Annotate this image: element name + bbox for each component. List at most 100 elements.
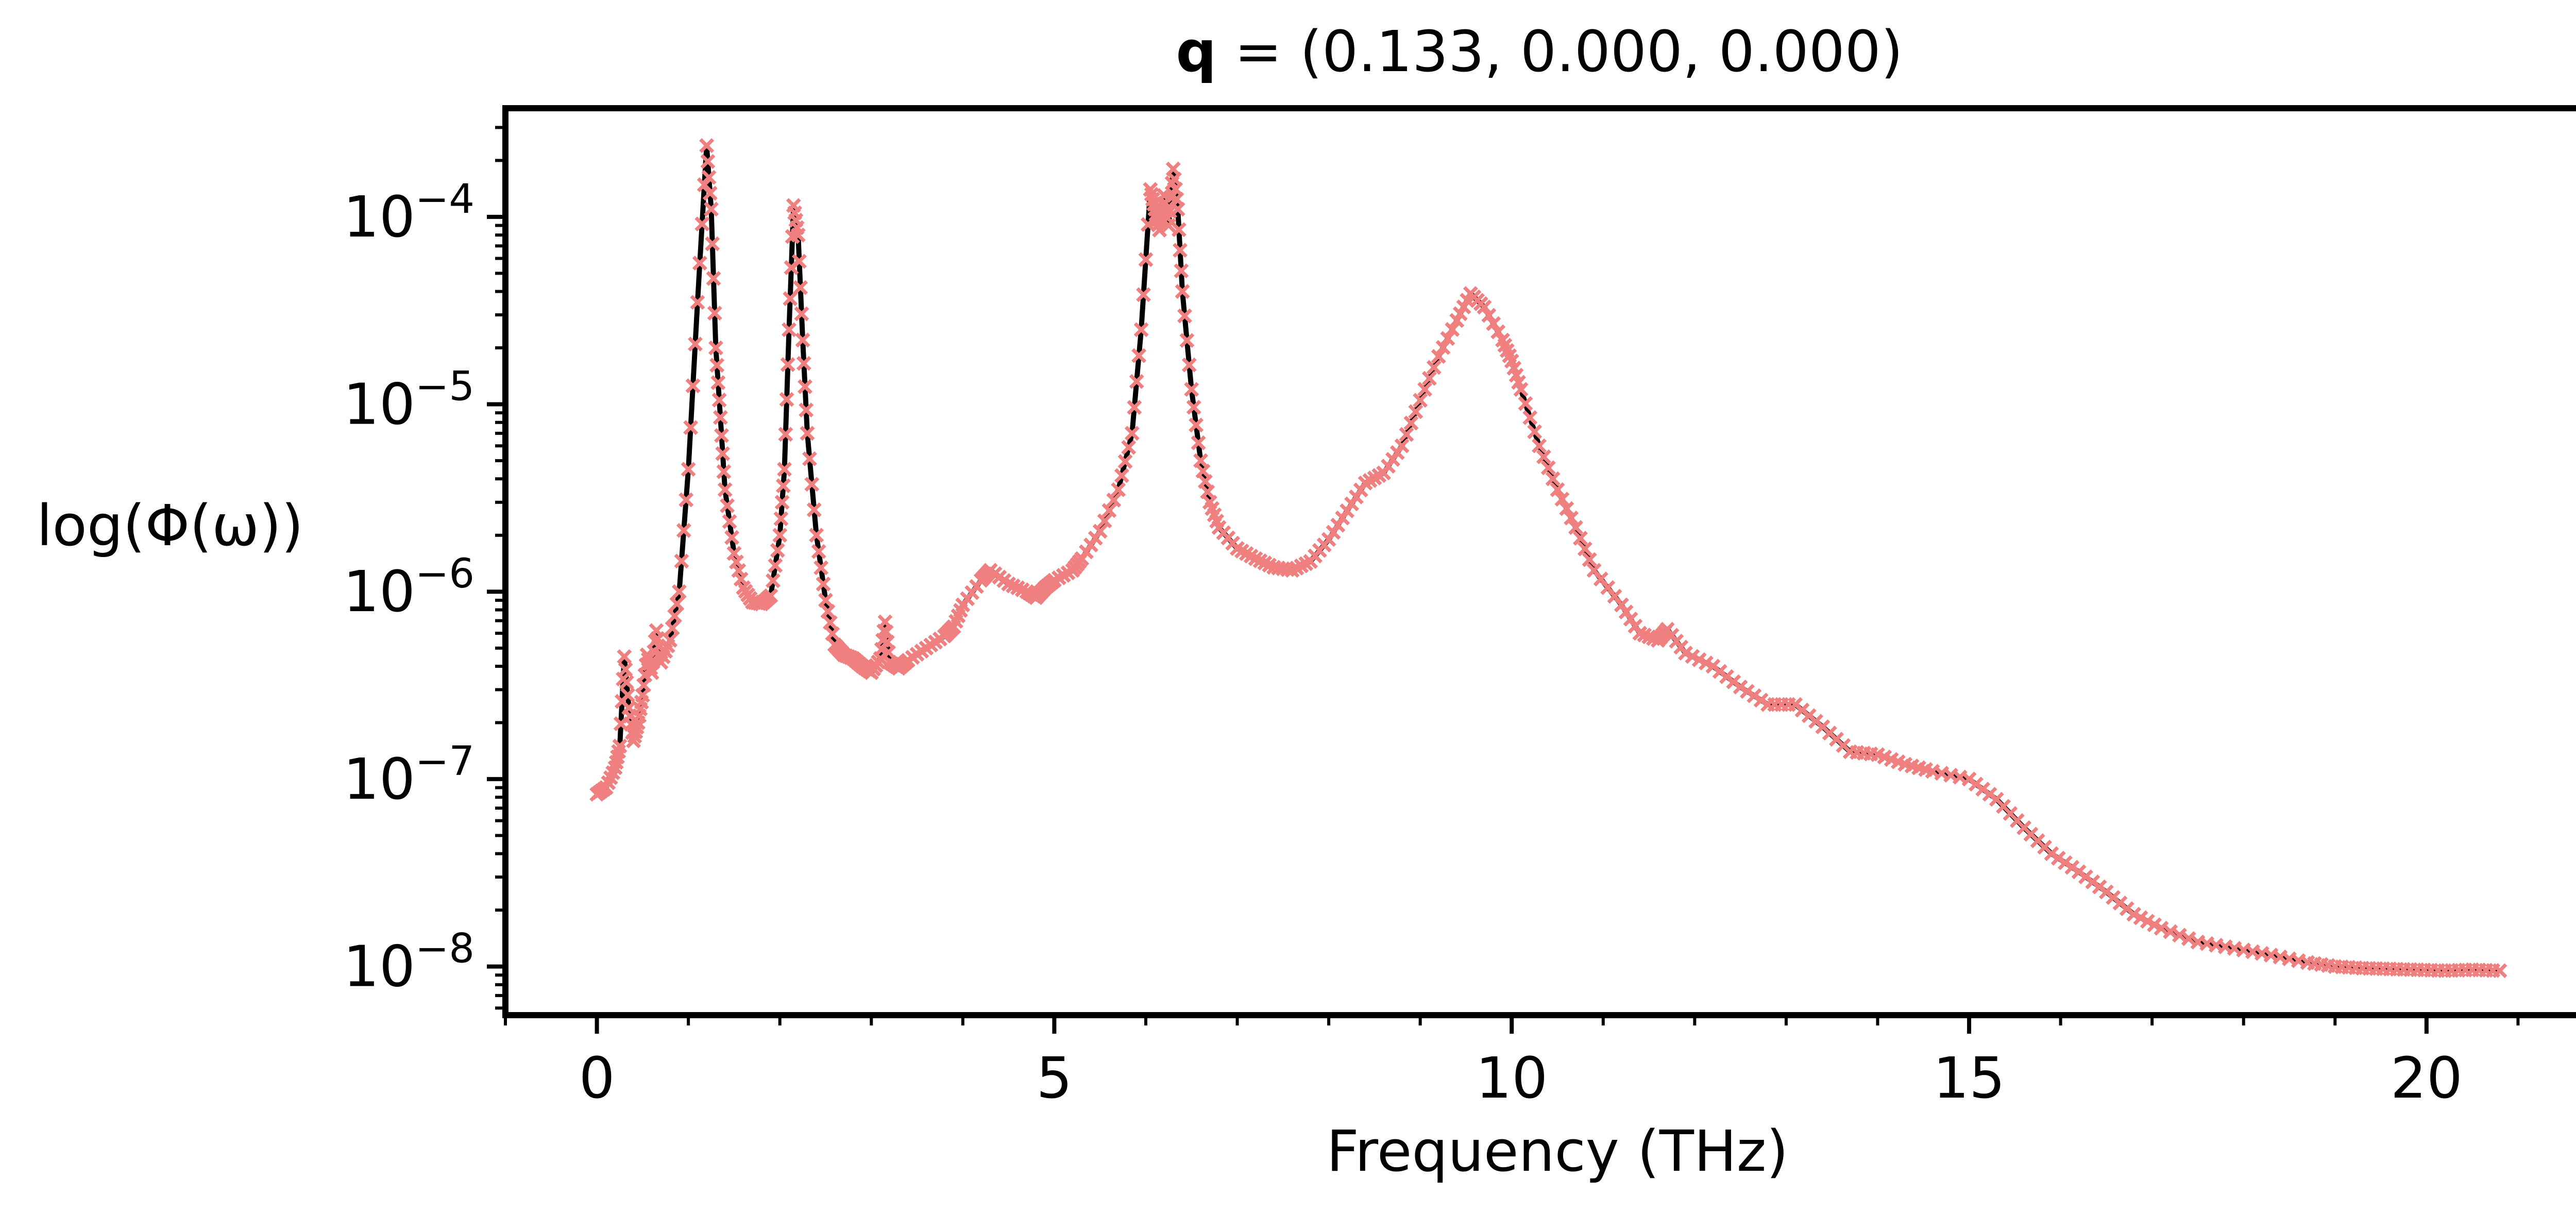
data-point-marker: [782, 322, 796, 338]
data-point-marker: [816, 576, 831, 592]
data-point-marker: [619, 675, 634, 690]
data-point-marker: [665, 620, 680, 636]
data-point-marker: [818, 593, 833, 608]
data-point-marker: [1170, 201, 1185, 217]
data-point-marker: [717, 482, 733, 497]
data-point-marker: [674, 553, 689, 569]
data-point-marker: [1417, 382, 1432, 397]
data-point-marker: [694, 216, 710, 232]
data-point-marker: [713, 410, 728, 425]
data-point-marker: [774, 495, 790, 510]
series-layer: [589, 138, 2507, 979]
data-point-marker: [612, 738, 628, 754]
data-point-marker: [720, 498, 735, 513]
data-point-marker: [714, 428, 729, 443]
data-point-marker: [1522, 410, 1538, 425]
data-point-marker: [1161, 218, 1176, 233]
data-point-marker: [1445, 322, 1460, 337]
data-point-marker: [1435, 340, 1451, 355]
data-point-marker: [1421, 371, 1437, 386]
data-point-marker: [671, 584, 687, 599]
data-point-marker: [699, 138, 715, 154]
title-rest: = (0.133, 0.000, 0.000): [1216, 19, 1903, 85]
data-point-marker: [806, 502, 822, 517]
data-point-marker: [1513, 382, 1529, 397]
data-point-marker: [1559, 501, 1574, 516]
data-point-marker: [1545, 471, 1561, 486]
x-tick-label: 10: [1476, 1045, 1548, 1111]
data-point-marker: [716, 464, 732, 479]
svg-text:q = (0.133, 0.000, 0.000): q = (0.133, 0.000, 0.000): [1176, 19, 1903, 85]
data-point-marker: [2492, 963, 2507, 979]
data-point-marker: [1426, 360, 1442, 375]
data-point-marker: [722, 514, 737, 529]
data-point-marker: [700, 154, 716, 169]
data-point-marker: [796, 356, 811, 371]
data-point-marker: [1550, 482, 1565, 497]
data-point-marker: [795, 332, 810, 348]
data-point-marker: [811, 544, 826, 559]
data-point-marker: [1121, 440, 1137, 455]
data-point-marker: [783, 291, 798, 307]
data-point-marker: [1114, 468, 1129, 483]
data-point-marker: [768, 558, 783, 573]
series-line: [595, 143, 2500, 973]
data-point-marker: [690, 295, 705, 310]
data-point-marker: [1097, 513, 1112, 529]
data-point-marker: [2154, 920, 2169, 936]
plot-frame: [502, 105, 2576, 1018]
data-point-marker: [799, 402, 814, 418]
data-point-marker: [1481, 308, 1497, 323]
y-axis-label: log(Φ(ω)): [37, 493, 303, 559]
data-point-marker: [1131, 348, 1147, 363]
data-point-marker: [704, 201, 719, 217]
data-point-marker: [702, 186, 718, 201]
y-tick-label: 10−4: [343, 176, 474, 250]
data-point-marker: [798, 379, 812, 394]
data-point-marker: [770, 543, 785, 558]
data-point-marker: [697, 177, 712, 193]
data-point-marker: [617, 649, 632, 664]
data-point-marker: [1532, 438, 1547, 453]
data-point-marker: [809, 528, 824, 543]
data-point-marker: [1335, 510, 1350, 526]
data-point-marker: [1177, 308, 1192, 324]
data-point-marker: [683, 420, 699, 435]
data-point-marker: [790, 227, 806, 243]
data-point-marker: [773, 511, 789, 527]
data-point-marker: [708, 340, 723, 356]
x-tick-label: 5: [1036, 1045, 1072, 1111]
data-point-marker: [800, 426, 815, 441]
x-axis-label: Frequency (THz): [1327, 1118, 1789, 1184]
data-point-marker: [1477, 299, 1492, 315]
data-point-marker: [794, 306, 809, 322]
data-point-marker: [1564, 510, 1579, 526]
data-point-marker: [711, 392, 727, 408]
data-point-marker: [715, 446, 731, 461]
title-bold-part: q: [1176, 19, 1216, 85]
chart-title: q = (0.133, 0.000, 0.000): [1176, 19, 1903, 85]
data-point-marker: [692, 256, 707, 271]
data-point-marker: [1191, 435, 1206, 450]
data-point-marker: [1540, 460, 1556, 476]
data-point-marker: [1394, 438, 1410, 453]
data-point-marker: [779, 392, 794, 407]
data-point-marker: [1490, 324, 1506, 340]
data-point-marker: [1136, 287, 1151, 302]
data-point-marker: [825, 626, 840, 642]
y-tick-label: 10−5: [343, 364, 474, 437]
data-point-marker: [1133, 322, 1149, 338]
data-point-marker: [679, 492, 694, 508]
data-point-marker: [1527, 424, 1543, 440]
data-point-marker: [780, 357, 795, 372]
data-point-marker: [685, 378, 701, 394]
data-point-marker: [710, 375, 726, 391]
data-point-marker: [667, 608, 682, 624]
data-point-marker: [629, 719, 645, 735]
data-point-marker: [1127, 400, 1142, 415]
data-point-marker: [1431, 349, 1446, 364]
data-point-marker: [1181, 357, 1197, 373]
data-point-marker: [1184, 382, 1199, 397]
data-point-marker: [1174, 263, 1189, 279]
data-point-marker: [1197, 474, 1213, 489]
